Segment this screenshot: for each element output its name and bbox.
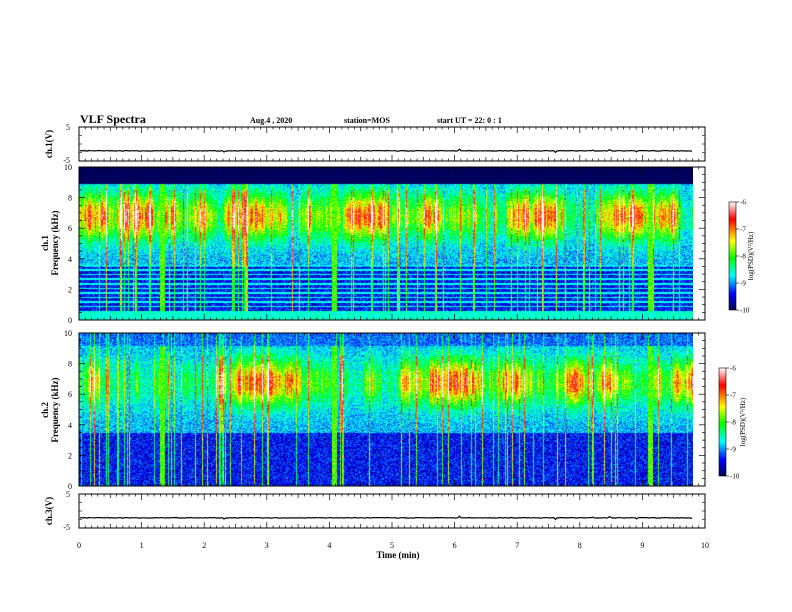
time-tick-label: 8 <box>578 541 582 550</box>
colorbar-tick-label: -7 <box>730 392 736 400</box>
ch2-spectrogram-ylabel: Frequency (kHz) <box>50 377 60 442</box>
ch3-waveform-ylabel: ch.3(V) <box>44 497 54 525</box>
freq-tick-label: 2 <box>68 451 72 460</box>
figure-title: VLF Spectra <box>80 112 146 126</box>
colorbar-tick-label: -6 <box>730 365 736 373</box>
ch2-colorbar-ticks: -6 -7 -8 -9 -10 <box>726 365 740 481</box>
freq-tick-label: 8 <box>68 360 72 369</box>
colorbar-tick-label: -10 <box>740 307 750 315</box>
ch1-waveform-panel: 5 -5 ch.1(V) <box>44 123 706 165</box>
freq-tick-label: 4 <box>68 255 72 264</box>
ch1-spectrogram-ylabel: Frequency (kHz) <box>50 210 60 275</box>
time-axis-ticks: 0 1 2 3 4 5 6 7 8 9 10 <box>77 127 709 550</box>
time-tick-label: 5 <box>390 541 394 550</box>
waveform-line <box>79 148 692 154</box>
colorbar-tick-label: -9 <box>730 446 736 454</box>
ch3-ytick-top: 5 <box>66 490 70 499</box>
ch1-spectrogram-channel-label: ch.1 <box>40 235 50 251</box>
freq-tick-label: 6 <box>68 390 72 399</box>
ch2-colorbar: -6 -7 -8 -9 -10 log(PSD)(V²/Hz) <box>718 365 747 481</box>
ch1-colorbar: -6 -7 -8 -9 -10 log(PSD)(V²/Hz) <box>728 199 755 315</box>
colorbar-tick-label: -10 <box>730 473 740 481</box>
ch1-spectrogram-image <box>79 167 693 320</box>
ch2-colorbar-label: log(PSD)(V²/Hz) <box>739 397 747 446</box>
ch1-ytick-top: 5 <box>66 123 70 132</box>
freq-tick-label: 4 <box>68 421 72 430</box>
time-tick-label: 3 <box>265 541 269 550</box>
colorbar-tick-label: -7 <box>740 226 746 234</box>
time-tick-label: 7 <box>515 541 519 550</box>
ch1-spectrogram-panel: 0 2 4 6 8 10 ch.1 Frequency (kHz) <box>40 163 706 325</box>
ch1-ytick-bottom: -5 <box>63 156 70 165</box>
time-tick-label: 4 <box>327 541 331 550</box>
freq-tick-label: 0 <box>68 316 72 325</box>
freq-tick-label: 6 <box>68 224 72 233</box>
date-label: Aug.4 , 2020 <box>250 116 292 125</box>
ch2-spectrogram-panel: 0 2 4 6 8 10 ch.2 Frequency (kHz) <box>40 329 706 491</box>
ch3-waveform-trace <box>79 493 705 529</box>
station-label: station=MOS <box>344 116 390 125</box>
time-tick-label: 0 <box>77 541 81 550</box>
ch3-ytick-bottom: -5 <box>63 523 70 532</box>
ch1-waveform-trace <box>79 126 705 162</box>
colorbar-tick-label: -9 <box>740 280 746 288</box>
start-time-label: start UT = 22: 0 : 1 <box>437 116 502 125</box>
ch3-waveform-panel: 5 -5 ch.3(V) <box>44 490 706 532</box>
time-tick-label: 2 <box>202 541 206 550</box>
colorbar-tick-label: -6 <box>740 199 746 207</box>
freq-tick-label: 10 <box>64 329 72 338</box>
waveform-line <box>79 515 692 521</box>
colorbar-tick-label: -8 <box>740 253 746 261</box>
freq-tick-label: 10 <box>64 163 72 172</box>
ch1-waveform-ylabel: ch.1(V) <box>44 130 54 158</box>
ch2-colorbar-scale <box>718 367 727 477</box>
freq-tick-label: 0 <box>68 482 72 491</box>
freq-tick-label: 2 <box>68 285 72 294</box>
time-tick-label: 9 <box>640 541 644 550</box>
time-tick-label: 6 <box>453 541 457 550</box>
colorbar-tick-label: -8 <box>730 419 736 427</box>
ch2-spectrogram-channel-label: ch.2 <box>40 402 50 418</box>
ch2-spectrogram-yticks: 0 2 4 6 8 10 <box>64 329 705 491</box>
ch1-spectrogram-yticks: 0 2 4 6 8 10 <box>64 163 705 325</box>
ch1-colorbar-label: log(PSD)(V²/Hz) <box>747 231 755 280</box>
freq-tick-label: 8 <box>68 194 72 203</box>
time-tick-label: 10 <box>701 541 709 550</box>
ch1-colorbar-scale <box>728 201 737 311</box>
ch1-colorbar-ticks: -6 -7 -8 -9 -10 <box>736 199 750 315</box>
ch2-spectrogram-image <box>79 333 693 486</box>
time-axis-label: Time (min) <box>376 550 419 560</box>
time-tick-label: 1 <box>140 541 144 550</box>
